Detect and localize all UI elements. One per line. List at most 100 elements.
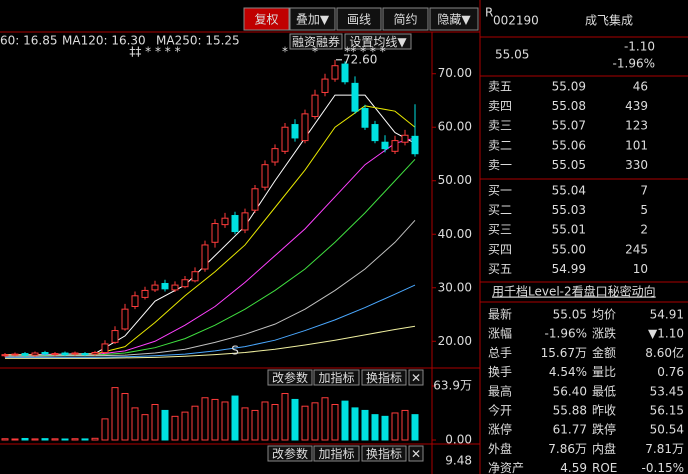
volume-bar: [311, 402, 319, 441]
candle-body: [51, 353, 59, 356]
stat-value: -1.96%: [545, 327, 587, 341]
volume-bar: [91, 437, 99, 441]
volume-bar: [1, 438, 9, 441]
stat-value: 8.60亿: [645, 345, 684, 360]
volume-bar: [401, 409, 409, 441]
volume-bar: [231, 395, 239, 441]
volume-bar: [71, 438, 79, 441]
chart-button[interactable]: [267, 445, 313, 462]
toolbar-button[interactable]: [243, 7, 290, 31]
stat-value: 55.88: [553, 404, 587, 418]
chart-button[interactable]: [361, 369, 407, 386]
toolbar-button[interactable]: [382, 7, 429, 31]
book-price: 55.08: [552, 99, 586, 113]
chart-button-label[interactable]: 改参数: [272, 370, 308, 385]
stat-label: 涨跌: [592, 326, 616, 341]
chart-button[interactable]: [289, 33, 343, 50]
book-label: 买四: [488, 242, 512, 256]
annotation: *: [312, 45, 318, 59]
chart-button-label[interactable]: 换指标: [366, 446, 402, 461]
book-price: 55.07: [552, 119, 586, 133]
stat-value: -0.15%: [642, 461, 684, 474]
candle-body: [171, 284, 179, 291]
candle-body: [411, 135, 419, 155]
level2-link[interactable]: 用千档Level-2看盘口秘密动向: [492, 284, 656, 299]
chart-button-label[interactable]: 加指标: [318, 446, 354, 461]
chart-button-label[interactable]: 加指标: [318, 370, 354, 385]
y-tick-label: 70.00: [438, 66, 472, 80]
stat-value: 4.59: [560, 461, 587, 474]
chart-button-label[interactable]: 改参数: [272, 446, 308, 461]
chart-button[interactable]: [361, 445, 407, 462]
book-price: 55.00: [552, 242, 586, 256]
toolbar-button[interactable]: [336, 7, 382, 31]
volume-bar: [411, 414, 419, 441]
chart-button-label[interactable]: 融资融券: [292, 34, 340, 49]
chart-button-label[interactable]: 设置均线▼: [349, 35, 407, 49]
candle-body: [141, 289, 149, 298]
toolbar-button-label[interactable]: 简约: [393, 12, 417, 27]
stat-value: 56.40: [553, 384, 587, 398]
volume-bar: [241, 407, 249, 441]
stock-name: 成飞集成: [585, 13, 633, 28]
volume-bar: [341, 400, 349, 441]
book-volume: 330: [625, 158, 648, 172]
volume-bar: [261, 401, 269, 441]
y-tick-label: 0.00: [445, 433, 472, 447]
candle-body: [1, 354, 9, 357]
toolbar-button-label[interactable]: 隐藏▼: [437, 13, 471, 27]
toolbar-button-label[interactable]: 叠加▼: [296, 13, 330, 27]
last-price: 55.05: [495, 48, 529, 62]
stat-value: 53.45: [650, 384, 684, 398]
candle-body: [281, 126, 289, 152]
volume-bar: [191, 405, 199, 441]
volume-bar: [271, 404, 279, 441]
book-volume: 101: [625, 138, 648, 152]
chart-button-label[interactable]: ✕: [411, 371, 421, 385]
stat-label: 金额: [592, 345, 616, 360]
toolbar-button-label[interactable]: 画线: [347, 13, 371, 27]
volume-bar: [21, 437, 29, 441]
candle-body: [21, 353, 29, 356]
change-pct: -1.96%: [613, 57, 655, 71]
annotation: S: [231, 344, 239, 358]
book-label: 卖三: [488, 119, 512, 133]
book-label: 买一: [488, 184, 512, 198]
stat-label: 换手: [488, 365, 512, 379]
chart-button-label[interactable]: 换指标: [366, 370, 402, 385]
annotation: ** * * *: [344, 45, 385, 59]
toolbar-button-label[interactable]: 复权: [254, 13, 278, 27]
stat-label: 净资产: [488, 461, 524, 474]
volume-bar: [371, 414, 379, 441]
stat-label: 均价: [592, 308, 616, 322]
candle-body: [251, 188, 259, 211]
ma-legend: MA250: 15.25: [156, 34, 240, 48]
chart-button-label[interactable]: ✕: [411, 447, 421, 461]
candle-body: [371, 124, 379, 142]
chart-button[interactable]: [408, 369, 424, 386]
stat-value: 7.86万: [548, 442, 587, 456]
volume-bar: [171, 415, 179, 441]
volume-bar: [131, 407, 139, 441]
stat-value: 7.81万: [645, 442, 684, 456]
stat-label: 涨停: [488, 422, 512, 437]
toolbar-button[interactable]: [429, 7, 479, 31]
chart-button[interactable]: [313, 369, 360, 386]
volume-bar: [211, 398, 219, 441]
stat-label: 最新: [488, 307, 512, 322]
book-label: 买五: [488, 262, 512, 276]
toolbar-button[interactable]: [289, 7, 336, 31]
chart-button[interactable]: [344, 33, 412, 50]
chart-button[interactable]: [267, 369, 313, 386]
candle-body: [221, 217, 229, 226]
candle-body: [401, 134, 409, 143]
volume-bar: [321, 397, 329, 441]
candle-body: [131, 295, 139, 307]
annotation: 72.60: [343, 52, 377, 66]
chart-button[interactable]: [408, 445, 424, 462]
book-volume: 439: [625, 99, 648, 113]
book-label: 卖一: [488, 158, 512, 172]
stat-label: 最高: [488, 383, 512, 398]
candle-body: [301, 113, 309, 142]
chart-button[interactable]: [313, 445, 360, 462]
